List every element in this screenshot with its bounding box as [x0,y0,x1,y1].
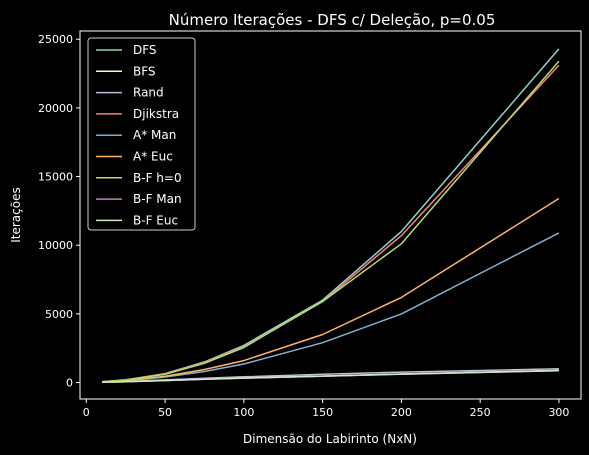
x-tick-label: 200 [391,406,412,419]
legend-label: A* Man [133,128,176,142]
x-tick-label: 300 [548,406,569,419]
y-tick-label: 20000 [38,102,73,115]
x-axis-label: Dimensão do Labirinto (NxN) [243,432,417,446]
y-tick-label: 15000 [38,171,73,184]
x-tick-label: 100 [233,406,254,419]
x-tick-label: 150 [312,406,333,419]
legend-label: B-F Euc [133,213,178,227]
x-tick-label: 50 [158,406,172,419]
y-tick-label: 25000 [38,33,73,46]
legend-label: Djikstra [133,107,179,121]
x-tick-label: 250 [470,406,491,419]
y-tick-label: 0 [66,377,73,390]
series-line-b-f-h-0 [102,60,560,383]
legend-label: DFS [133,43,157,57]
x-tick-label: 0 [83,406,90,419]
axes-frame [79,30,582,400]
legend-frame [87,37,196,231]
legend-label: B-F Man [133,192,182,206]
y-tick-label: 10000 [38,239,73,252]
series-line-b-f-euc [102,369,559,384]
chart-title: Número Iterações - DFS c/ Deleção, p=0.0… [169,11,496,29]
legend-label: A* Euc [133,150,173,164]
legend: DFS BFS Rand Djikstra A* Man A* Euc B-F h=0 B-F… [87,37,196,231]
y-axis-label: Iterações [9,187,23,243]
legend-label: Rand [133,86,164,100]
legend-label: B-F h=0 [133,171,182,185]
y-tick-label: 5000 [45,308,73,321]
plot-area: 0 50 100 150 200 250 300 0 5000 10000 15000 20000 25… [38,33,569,419]
legend-label: BFS [133,64,156,78]
